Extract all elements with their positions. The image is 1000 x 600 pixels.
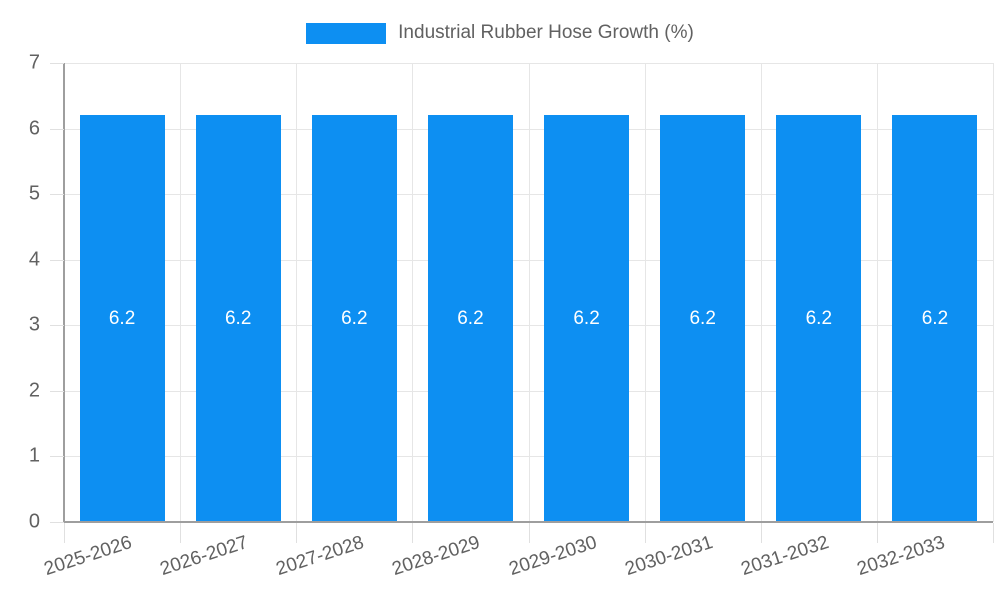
y-tick-mark — [50, 390, 64, 392]
y-tick-label: 0 — [28, 510, 40, 533]
v-gridline — [760, 63, 762, 522]
y-tick-mark — [50, 325, 64, 327]
bar-value-label: 6.2 — [689, 307, 716, 329]
y-axis-line — [63, 63, 65, 522]
bar[interactable] — [311, 115, 397, 522]
bar[interactable] — [195, 115, 281, 522]
x-tick-mark — [412, 523, 414, 543]
x-tick-mark — [64, 523, 65, 543]
bar-value-label: 6.2 — [573, 307, 600, 329]
y-tick-label: 3 — [28, 313, 40, 336]
bar[interactable] — [544, 115, 630, 522]
y-tick-mark — [50, 259, 64, 261]
plot-area: 6.2 6.2 6.2 6.2 6.2 6.2 6.2 6.2 — [64, 63, 994, 522]
y-tick-label: 2 — [28, 379, 40, 402]
v-gridline — [180, 63, 182, 522]
x-tick-mark — [180, 523, 182, 543]
bar-value-label: 6.2 — [108, 307, 136, 329]
v-gridline — [876, 63, 878, 522]
bar-value-label: 6.2 — [805, 307, 833, 329]
x-tick-mark — [993, 523, 994, 543]
v-gridline — [296, 63, 298, 522]
bar[interactable] — [79, 115, 165, 522]
legend-label: Industrial Rubber Hose Growth (%) — [398, 22, 694, 43]
bar[interactable] — [660, 115, 746, 522]
v-gridline — [993, 63, 994, 522]
bar[interactable] — [427, 115, 513, 522]
x-tick-mark — [760, 523, 762, 543]
y-tick-label: 4 — [28, 248, 40, 271]
v-gridline — [528, 63, 530, 522]
bar[interactable] — [892, 115, 978, 522]
x-tick-mark — [296, 523, 298, 543]
y-tick-label: 6 — [28, 117, 40, 140]
y-tick-mark — [50, 128, 64, 130]
y-tick-mark — [50, 63, 64, 64]
bar-value-label: 6.2 — [341, 307, 368, 329]
bar-value-label: 6.2 — [224, 307, 252, 329]
y-tick-label: 7 — [28, 51, 40, 74]
x-tick-mark — [644, 523, 646, 543]
y-tick-mark — [50, 194, 64, 196]
bar-value-label: 6.2 — [921, 307, 949, 329]
v-gridline — [412, 63, 414, 522]
bar[interactable] — [776, 115, 862, 522]
y-tick-mark — [50, 456, 64, 458]
bar-value-label: 6.2 — [457, 307, 484, 329]
legend-swatch — [306, 22, 387, 44]
x-axis-line — [63, 521, 993, 523]
v-gridline — [644, 63, 646, 522]
x-tick-mark — [528, 523, 530, 543]
y-tick-label: 5 — [28, 182, 40, 205]
y-tick-label: 1 — [28, 444, 40, 467]
legend: Industrial Rubber Hose Growth (%) — [0, 20, 1000, 46]
x-tick-mark — [876, 523, 878, 543]
y-tick-mark — [50, 522, 64, 523]
